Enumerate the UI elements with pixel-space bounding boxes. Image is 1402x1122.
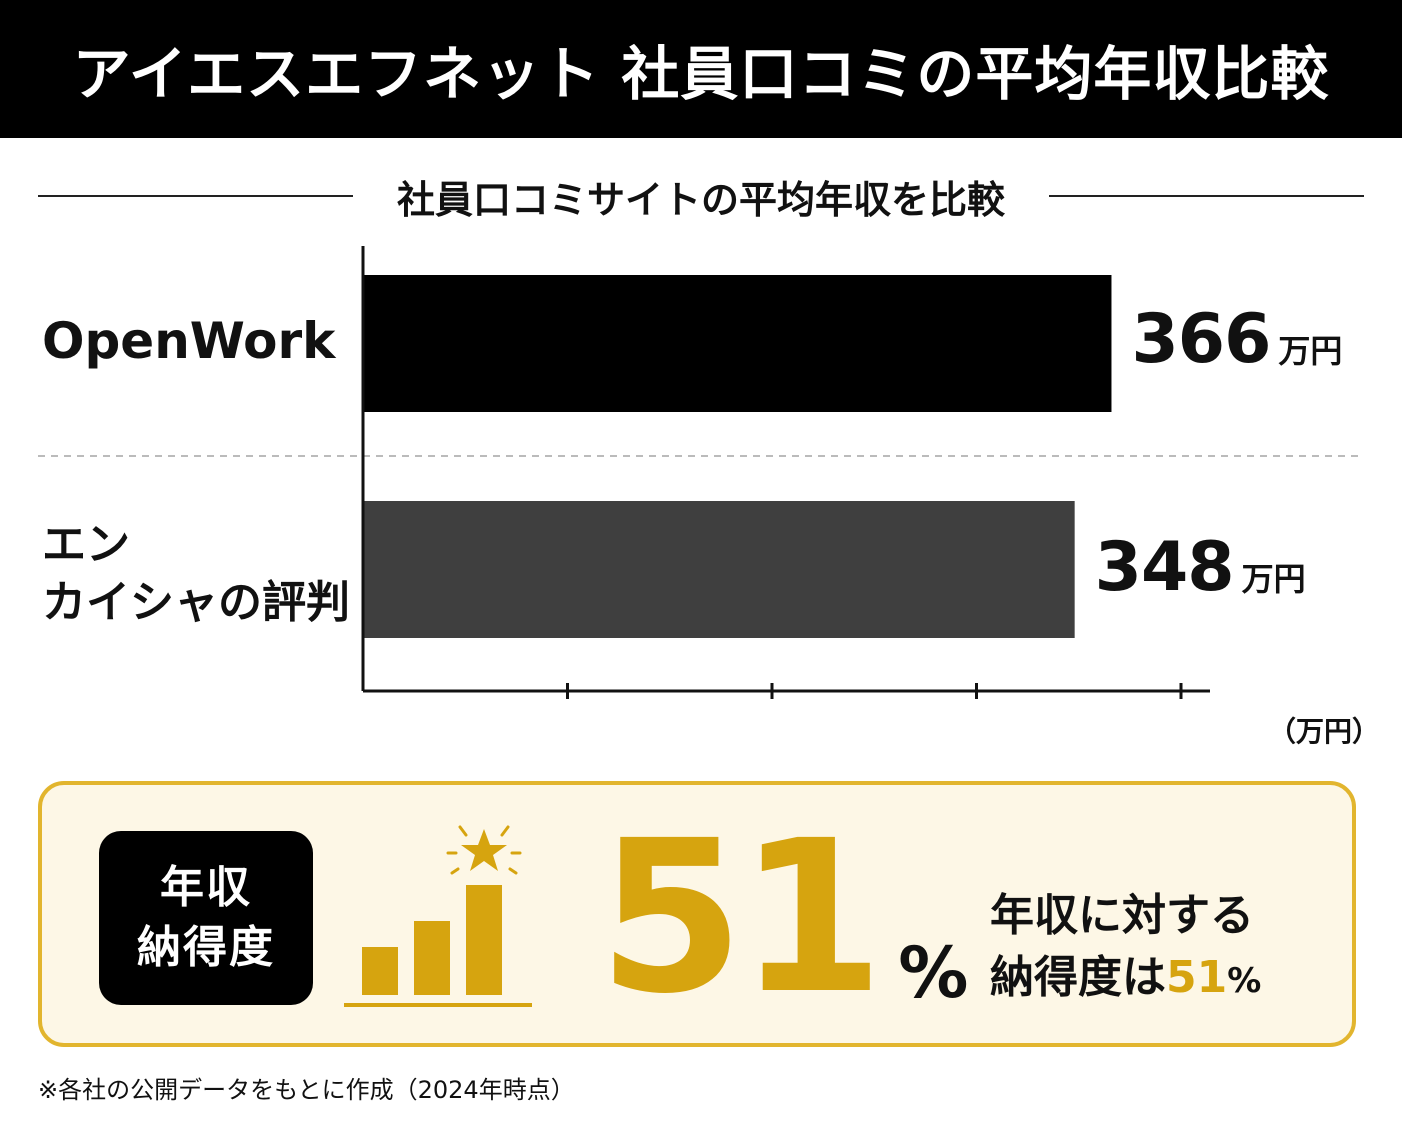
bar-chart: 0100200300400 <box>38 246 1364 699</box>
value-label-en-kaisha: 348 万円 <box>1094 528 1306 607</box>
value-label-openwork: 366 万円 <box>1131 300 1343 379</box>
satisfaction-note: 年収に対する 納得度は51% <box>990 890 1262 1003</box>
category-label-openwork: OpenWork <box>42 312 336 370</box>
subtitle-rule-right <box>1049 195 1365 197</box>
bar-1 <box>363 501 1075 638</box>
category-label-en-kaisha: エン カイシャの評判 <box>42 519 350 628</box>
satisfaction-panel: 年収 納得度 51% 年収に対する 納得度は51% <box>38 781 1356 1047</box>
subtitle-rule-left <box>38 195 353 197</box>
satisfaction-value: 51% <box>598 795 969 1040</box>
x-axis-unit-label: （万円） <box>1268 715 1381 748</box>
footnote: ※各社の公開データをもとに作成（2024年時点） <box>38 1076 575 1104</box>
bar-0 <box>363 275 1112 412</box>
bar-chart-star-icon <box>344 825 532 1007</box>
chart-subtitle-row: 社員口コミサイトの平均年収を比較 <box>38 168 1365 224</box>
page-title: アイエスエフネット 社員口コミの平均年収比較 <box>0 0 1402 138</box>
satisfaction-badge: 年収 納得度 <box>99 831 313 1005</box>
chart-title: 社員口コミサイトの平均年収を比較 <box>397 177 1006 222</box>
